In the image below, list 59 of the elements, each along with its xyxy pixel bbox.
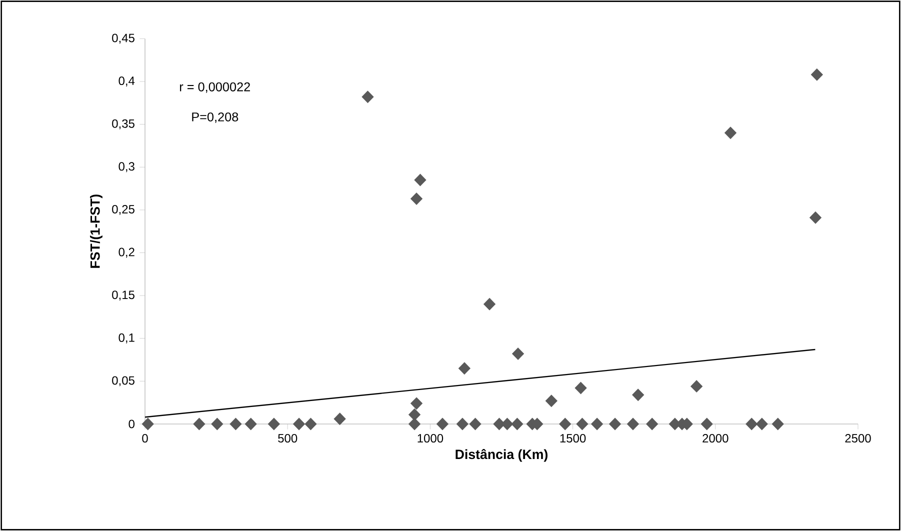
x-tick-label: 1500 (560, 434, 586, 443)
point (559, 418, 572, 430)
point (193, 418, 206, 430)
point (456, 418, 468, 430)
y-tick-label: 0,05 (112, 376, 134, 386)
point (810, 68, 823, 81)
y-tick-label: 0,15 (112, 290, 134, 301)
point (458, 362, 470, 374)
point (756, 418, 768, 430)
point (230, 418, 242, 430)
point (609, 418, 621, 430)
point (646, 418, 658, 430)
point (334, 412, 346, 425)
annotation: r = 0,000022 (180, 82, 250, 93)
y-tick-label: 0,4 (118, 76, 135, 86)
point (304, 418, 317, 430)
y-tick-label: 0,45 (112, 34, 134, 44)
point (414, 174, 426, 186)
point (511, 418, 524, 430)
point (576, 418, 588, 430)
point (545, 394, 558, 408)
point (724, 126, 736, 140)
point (410, 192, 422, 205)
point (574, 382, 587, 394)
x-tick-label: 2000 (702, 434, 728, 443)
point (469, 418, 482, 430)
point (772, 418, 784, 430)
x-tick-label: 0 (142, 434, 148, 443)
point (362, 90, 374, 104)
point (408, 418, 421, 430)
y-axis-title: FST/(1-FST) (90, 194, 102, 268)
point (632, 388, 644, 402)
annotation: P=0,208 (192, 112, 238, 123)
point (436, 418, 448, 430)
point (293, 418, 306, 430)
x-tick-label: 2500 (845, 434, 871, 443)
point (244, 418, 257, 430)
point (700, 418, 713, 430)
point (512, 348, 524, 360)
point (591, 418, 604, 430)
x-tick-label: 500 (278, 434, 298, 443)
y-tick-label: 0,1 (118, 333, 134, 344)
point (484, 298, 496, 310)
y-tick-label: 0,2 (118, 248, 134, 258)
point (746, 418, 758, 430)
point (410, 397, 422, 410)
point (690, 380, 703, 392)
y-tick-label: 0,35 (112, 119, 134, 130)
point (626, 418, 639, 430)
y-tick-label: 0 (128, 420, 134, 428)
point (142, 418, 154, 430)
point (408, 408, 421, 421)
point (810, 212, 822, 224)
point (211, 418, 224, 430)
point (268, 418, 280, 430)
y-tick-label: 0,3 (118, 162, 134, 172)
y-tick-label: 0,25 (112, 204, 134, 215)
x-axis-title: Distância (Km) (456, 449, 548, 462)
x-tick-label: 1000 (418, 434, 444, 443)
